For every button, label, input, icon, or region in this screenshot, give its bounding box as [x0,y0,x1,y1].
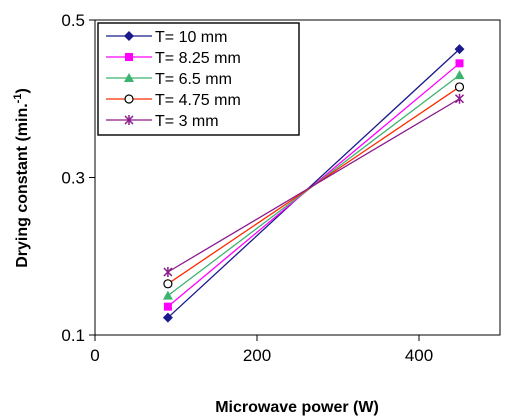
legend-marker-1 [124,31,134,41]
x-tick-label: 400 [405,346,433,365]
legend-marker-4 [124,94,134,104]
axis-ticks [89,19,420,341]
legend-marker-5 [124,115,134,125]
legend-label-1: T= 10 mm [155,29,227,46]
y-axis-title: Drying constant (min.-1) [12,88,31,268]
series-markers [162,44,465,323]
y-tick-label: 0.3 [61,169,85,188]
y-axis-title-suffix: ) [14,88,31,93]
data-point-2-1 [163,302,172,311]
data-point-5-1 [163,267,173,277]
data-point-4-1 [163,279,173,289]
x-tick-label: 0 [90,346,99,365]
legend-marker-2 [125,53,133,61]
legend-label-3: T= 6.5 mm [155,71,232,88]
y-tick-label: 0.5 [61,11,85,30]
data-point-1-2 [454,44,465,55]
data-point-3-2 [454,70,465,80]
data-point-1-1 [162,312,173,323]
data-point-3-1 [162,290,173,300]
y-tick-labels: 0.1 0.3 0.5 [61,11,85,345]
data-point-5-2 [454,93,465,104]
data-point-2-2 [455,59,464,68]
series-line-5 [167,98,460,273]
legend: T= 10 mm T= 8.25 mm T= 6.5 mm T= 4.75 mm T= … [97,22,300,136]
series-line-1 [167,48,460,319]
y-axis-title-superscript: -1 [12,94,24,104]
series-lines [167,48,460,319]
legend-label-5: T= 3 mm [155,113,219,130]
x-axis-title: Microwave power (W) [215,399,379,416]
x-tick-labels: 0 200 400 [90,346,433,365]
legend-label-2: T= 8.25 mm [155,50,241,67]
y-axis-title-main: Drying constant (min. [14,103,31,267]
x-tick-label: 200 [243,346,271,365]
legend-label-4: T= 4.75 mm [155,92,241,109]
legend-marker-3 [124,73,134,82]
data-point-4-2 [454,82,465,92]
y-tick-label: 0.1 [61,326,85,345]
